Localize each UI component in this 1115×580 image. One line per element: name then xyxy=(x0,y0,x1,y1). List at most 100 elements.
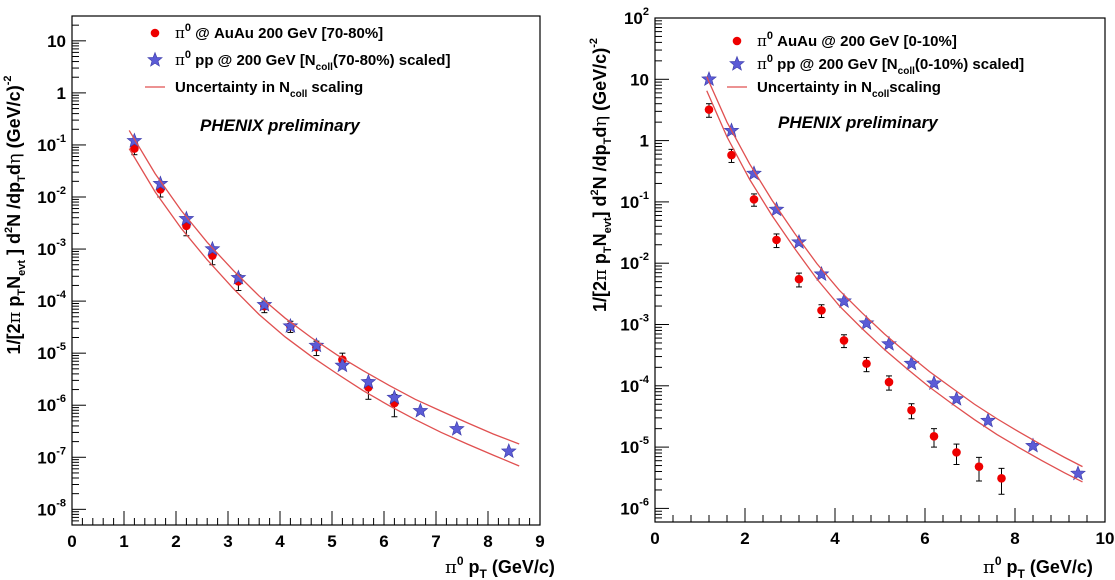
data-point-pp xyxy=(152,175,169,191)
data-point-pp xyxy=(948,390,965,406)
plot-frame xyxy=(71,15,541,526)
data-point-auau xyxy=(794,274,804,284)
series-line xyxy=(706,90,1083,483)
data-point-auau xyxy=(952,448,961,457)
y-axis-title: 1/[2π pTNevt] d2N /dpTdη (GeV/c)-2 xyxy=(588,38,614,312)
x-tick-label: 6 xyxy=(379,532,388,551)
series-line xyxy=(706,76,1083,468)
x-tick-label: 10 xyxy=(1096,529,1115,548)
data-point-auau xyxy=(997,473,1006,483)
data-point-pp xyxy=(858,314,875,330)
y-tick-label: 10-4 xyxy=(620,374,650,396)
data-point-pp xyxy=(1070,465,1086,481)
legend-marker-circle xyxy=(732,36,742,46)
uncertainty-band-line xyxy=(128,148,520,467)
legend-entry: π0 pp @ 200 GeV [Ncoll(0-10%) scaled] xyxy=(757,53,1024,77)
x-tick-label: 7 xyxy=(431,532,440,551)
data-point-pp xyxy=(746,165,762,181)
legend-entry: Uncertainty in Ncoll scaling xyxy=(175,79,363,100)
x-tick-label: 2 xyxy=(171,532,180,551)
x-tick-label: 0 xyxy=(67,532,76,551)
y-tick-label: 10-3 xyxy=(37,237,66,259)
y-axis-title: 1/[2π pTNevt ] d2N /dpTdη (GeV/c)-2 xyxy=(2,76,28,355)
data-point-pp xyxy=(230,269,247,285)
data-point-pp xyxy=(500,443,517,459)
data-point-auau xyxy=(839,336,849,345)
y-tick-label: 10-4 xyxy=(37,289,67,311)
series-line xyxy=(128,130,520,445)
data-point-auau xyxy=(862,359,871,368)
x-tick-label: 5 xyxy=(327,532,336,551)
uncertainty-band-line xyxy=(128,130,520,445)
legend-marker-circle xyxy=(150,28,160,38)
y-tick-label: 10 xyxy=(47,32,66,51)
data-point-pp xyxy=(360,373,377,389)
legend-marker-star xyxy=(147,51,163,67)
legend-entry: π0 @ AuAu 200 GeV [70-80%] xyxy=(175,22,383,42)
x-tick-label: 0 xyxy=(650,529,659,548)
data-point-pp xyxy=(791,233,807,249)
y-tick-label: 10-1 xyxy=(620,190,649,212)
y-tick-label: 102 xyxy=(624,6,649,28)
svg-text:1/[2π pTNevt ] d2N /dpTdη (GeV: 1/[2π pTNevt ] d2N /dpTdη (GeV/c)-2 xyxy=(2,76,28,355)
x-tick-label: 9 xyxy=(535,532,544,551)
y-tick-label: 10-5 xyxy=(37,341,66,363)
series-circle xyxy=(704,103,1006,495)
series-star xyxy=(701,70,1086,481)
data-point-pp xyxy=(836,292,852,308)
data-point-pp xyxy=(412,402,429,418)
x-tick-label: 4 xyxy=(830,529,840,548)
annotation-phenix-preliminary: PHENIX preliminary xyxy=(778,113,939,132)
x-tick-label: 8 xyxy=(483,532,492,551)
y-tick-label: 10-5 xyxy=(620,435,649,457)
data-point-auau xyxy=(884,377,894,387)
right-panel: 0 2 4 6 8 10 10-6 10-5 10-4 10-3 10-2 10-1 1 10 102 π0 … xyxy=(588,6,1114,580)
data-point-pp xyxy=(256,296,273,312)
data-point-auau xyxy=(974,462,984,471)
data-point-pp xyxy=(178,210,195,226)
data-point-auau xyxy=(817,306,826,315)
y-tick-label: 1 xyxy=(640,132,649,151)
annotation-phenix-preliminary: PHENIX preliminary xyxy=(200,116,361,135)
y-tick-label: 10-2 xyxy=(620,251,649,273)
data-point-auau xyxy=(929,432,939,441)
legend-entry: Uncertainty in Ncollscaling xyxy=(757,79,941,100)
plot-frame xyxy=(654,17,1106,523)
data-point-auau xyxy=(749,195,759,204)
data-point-pp xyxy=(768,201,785,217)
legend: π0 AuAu @ 200 GeV [0-10%] π0 pp @ 200 GeV… xyxy=(727,30,1024,100)
uncertainty-band-line xyxy=(706,76,1083,468)
uncertainty-band-line xyxy=(706,90,1083,483)
data-point-auau xyxy=(727,150,736,160)
x-tick-label: 8 xyxy=(1010,529,1019,548)
x-tick-label: 3 xyxy=(223,532,232,551)
x-tick-label: 4 xyxy=(275,532,285,551)
data-point-auau xyxy=(130,144,139,153)
series-star xyxy=(126,132,517,459)
y-tick-label: 10-6 xyxy=(37,393,66,415)
y-tick-label: 10-8 xyxy=(37,497,66,519)
y-tick-label: 10 xyxy=(630,70,649,89)
data-point-auau xyxy=(704,105,714,114)
data-point-pp xyxy=(334,357,351,373)
data-point-pp xyxy=(308,337,325,353)
data-point-pp xyxy=(448,420,465,436)
y-tick-label: 1 xyxy=(57,84,66,103)
x-axis-title: π0 pT (GeV/c) xyxy=(445,554,555,580)
data-point-auau xyxy=(772,235,781,245)
legend-entry: π0 AuAu @ 200 GeV [0-10%] xyxy=(757,30,957,50)
x-tick-label: 1 xyxy=(119,532,128,551)
legend-entry: π0 pp @ 200 GeV [Ncoll(70-80%) scaled] xyxy=(175,49,450,73)
x-tick-label: 2 xyxy=(740,529,749,548)
left-panel: 0 1 2 3 4 5 6 7 8 9 10-8 10-7 10-6 10-5 10-4 10-3 10-2 10… xyxy=(2,15,555,580)
svg-text:1/[2π pTNevt] d2N /dpTdη (GeV/: 1/[2π pTNevt] d2N /dpTdη (GeV/c)-2 xyxy=(588,38,614,312)
y-tick-label: 10-3 xyxy=(620,313,649,335)
series-line xyxy=(128,148,520,467)
legend: π0 @ AuAu 200 GeV [70-80%] π0 pp @ 200 Ge… xyxy=(145,22,450,100)
x-axis-title: π0 pT (GeV/c) xyxy=(983,554,1093,580)
x-tick-label: 6 xyxy=(920,529,929,548)
legend-marker-star xyxy=(729,55,745,71)
data-point-auau xyxy=(907,405,916,415)
data-point-pp xyxy=(980,412,996,428)
